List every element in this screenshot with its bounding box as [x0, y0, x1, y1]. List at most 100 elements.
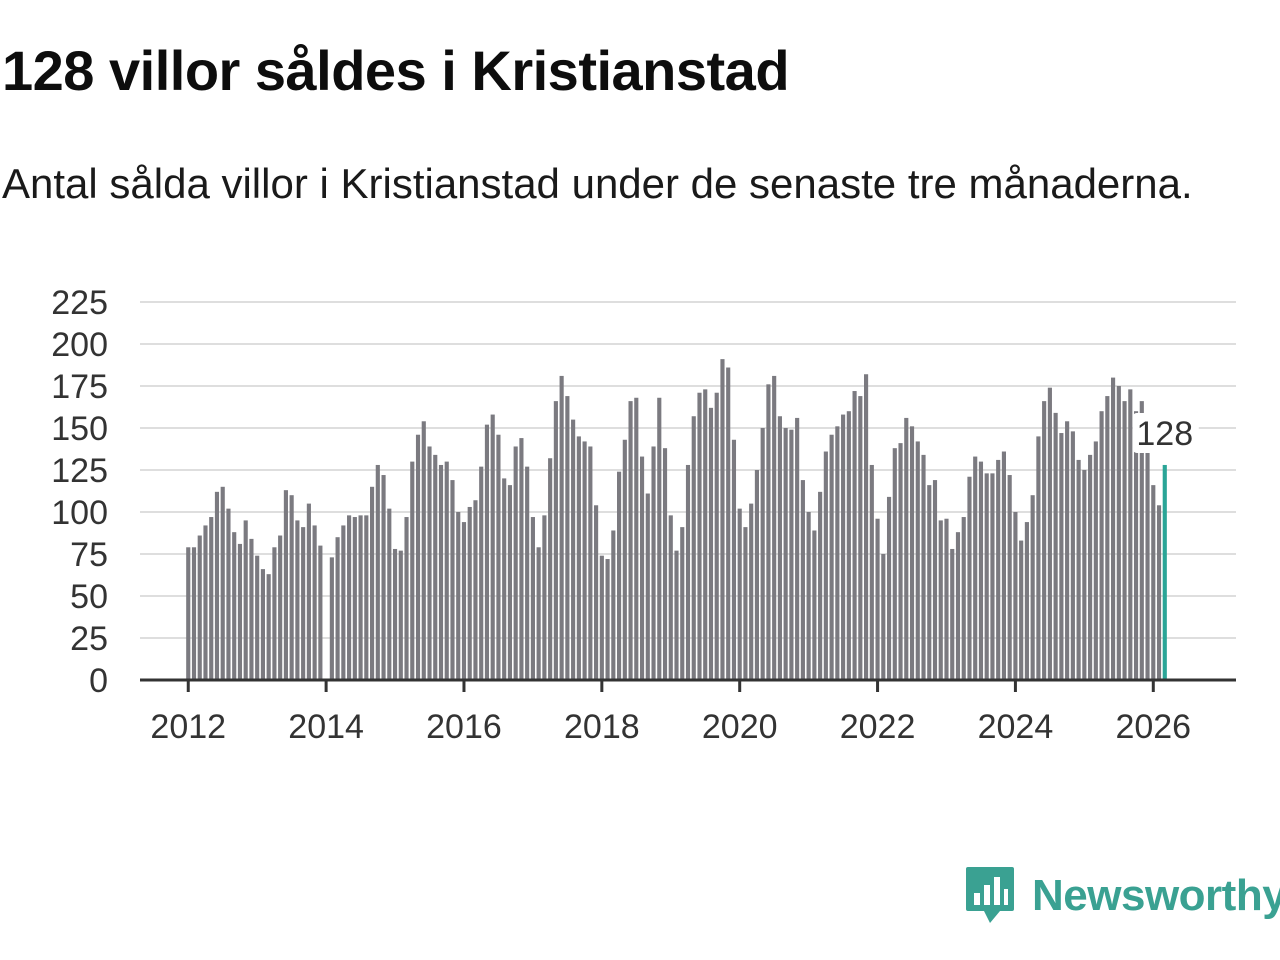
bar	[938, 520, 943, 680]
bar	[364, 515, 369, 680]
bar	[875, 518, 880, 680]
bar	[978, 461, 984, 680]
bar	[668, 515, 673, 680]
bar	[743, 527, 748, 680]
bar	[375, 464, 380, 680]
y-tick-label: 50	[70, 578, 108, 616]
bar	[892, 448, 897, 680]
bar	[266, 574, 271, 680]
bar	[433, 454, 438, 680]
bar	[1030, 495, 1035, 680]
bar	[720, 359, 725, 680]
bar	[1099, 411, 1104, 680]
bar	[932, 480, 938, 680]
bar	[950, 548, 955, 680]
bar	[415, 434, 421, 680]
bar	[1082, 470, 1087, 680]
bar	[220, 486, 225, 680]
bar	[921, 454, 926, 680]
bar	[513, 446, 518, 680]
y-tick-label: 25	[70, 620, 108, 658]
bar	[955, 532, 961, 680]
bar	[927, 485, 932, 680]
bar	[283, 490, 288, 680]
bar	[599, 555, 604, 680]
bar	[795, 417, 800, 680]
x-tick-label: 2024	[978, 708, 1054, 746]
bar	[582, 441, 587, 680]
bar	[1139, 401, 1144, 680]
bar	[484, 424, 490, 680]
bar	[1093, 441, 1098, 680]
bar	[858, 396, 863, 680]
bar	[404, 517, 409, 680]
bar	[525, 466, 530, 680]
bar	[1111, 377, 1116, 680]
bar	[232, 532, 237, 680]
bar	[1156, 505, 1162, 680]
bar	[548, 458, 553, 680]
bar	[450, 480, 455, 680]
bar	[1145, 449, 1150, 680]
x-tick-label: 2022	[840, 708, 916, 746]
bar	[749, 503, 754, 680]
bar	[806, 512, 811, 680]
bar	[662, 448, 668, 680]
bar	[1024, 522, 1029, 680]
bar	[697, 392, 702, 680]
bar	[352, 517, 357, 680]
bar	[1133, 411, 1139, 680]
bar	[186, 547, 191, 680]
bar	[502, 478, 507, 680]
bar	[651, 446, 656, 680]
bar	[846, 411, 851, 680]
y-tick-label: 200	[51, 326, 108, 364]
bar	[496, 434, 501, 680]
bar	[852, 391, 857, 680]
bar	[507, 485, 512, 680]
x-tick-label: 2012	[150, 708, 226, 746]
bar	[800, 480, 805, 680]
bar	[456, 512, 461, 680]
brand-name: Newsworthy	[1032, 871, 1280, 920]
x-tick-label: 2016	[426, 708, 502, 746]
bar	[329, 557, 334, 680]
bar	[1076, 459, 1081, 680]
y-tick-label: 75	[70, 536, 108, 574]
bar	[1128, 389, 1133, 680]
bar	[1019, 540, 1024, 680]
bar	[754, 470, 759, 680]
newsworthy-logo-icon	[966, 867, 1014, 923]
bar	[685, 464, 691, 680]
bar	[731, 439, 737, 680]
bar	[203, 525, 208, 680]
bar	[605, 559, 610, 680]
annotations: 128	[1132, 412, 1199, 453]
bar	[1042, 401, 1047, 680]
bar	[944, 518, 949, 680]
bar	[886, 496, 892, 680]
newsworthy-logo[interactable]: Newsworthy	[964, 864, 1280, 928]
y-tick-label: 150	[51, 410, 108, 448]
bar	[191, 547, 197, 680]
bar	[392, 548, 398, 680]
bar	[479, 466, 484, 680]
bar	[530, 517, 535, 680]
bar	[473, 500, 478, 680]
bar-latest	[1162, 464, 1167, 680]
bar	[1036, 436, 1041, 680]
bar	[214, 491, 220, 680]
bar	[381, 475, 386, 680]
bar	[519, 438, 524, 680]
bar	[1007, 475, 1012, 680]
bar	[387, 508, 392, 680]
bar	[536, 547, 541, 680]
bar	[622, 439, 627, 680]
y-tick-label: 125	[51, 452, 108, 490]
bar	[421, 421, 426, 680]
bar	[255, 555, 260, 680]
bars	[186, 359, 1167, 680]
bar	[961, 517, 966, 680]
bar	[789, 429, 794, 680]
bar	[427, 446, 432, 680]
